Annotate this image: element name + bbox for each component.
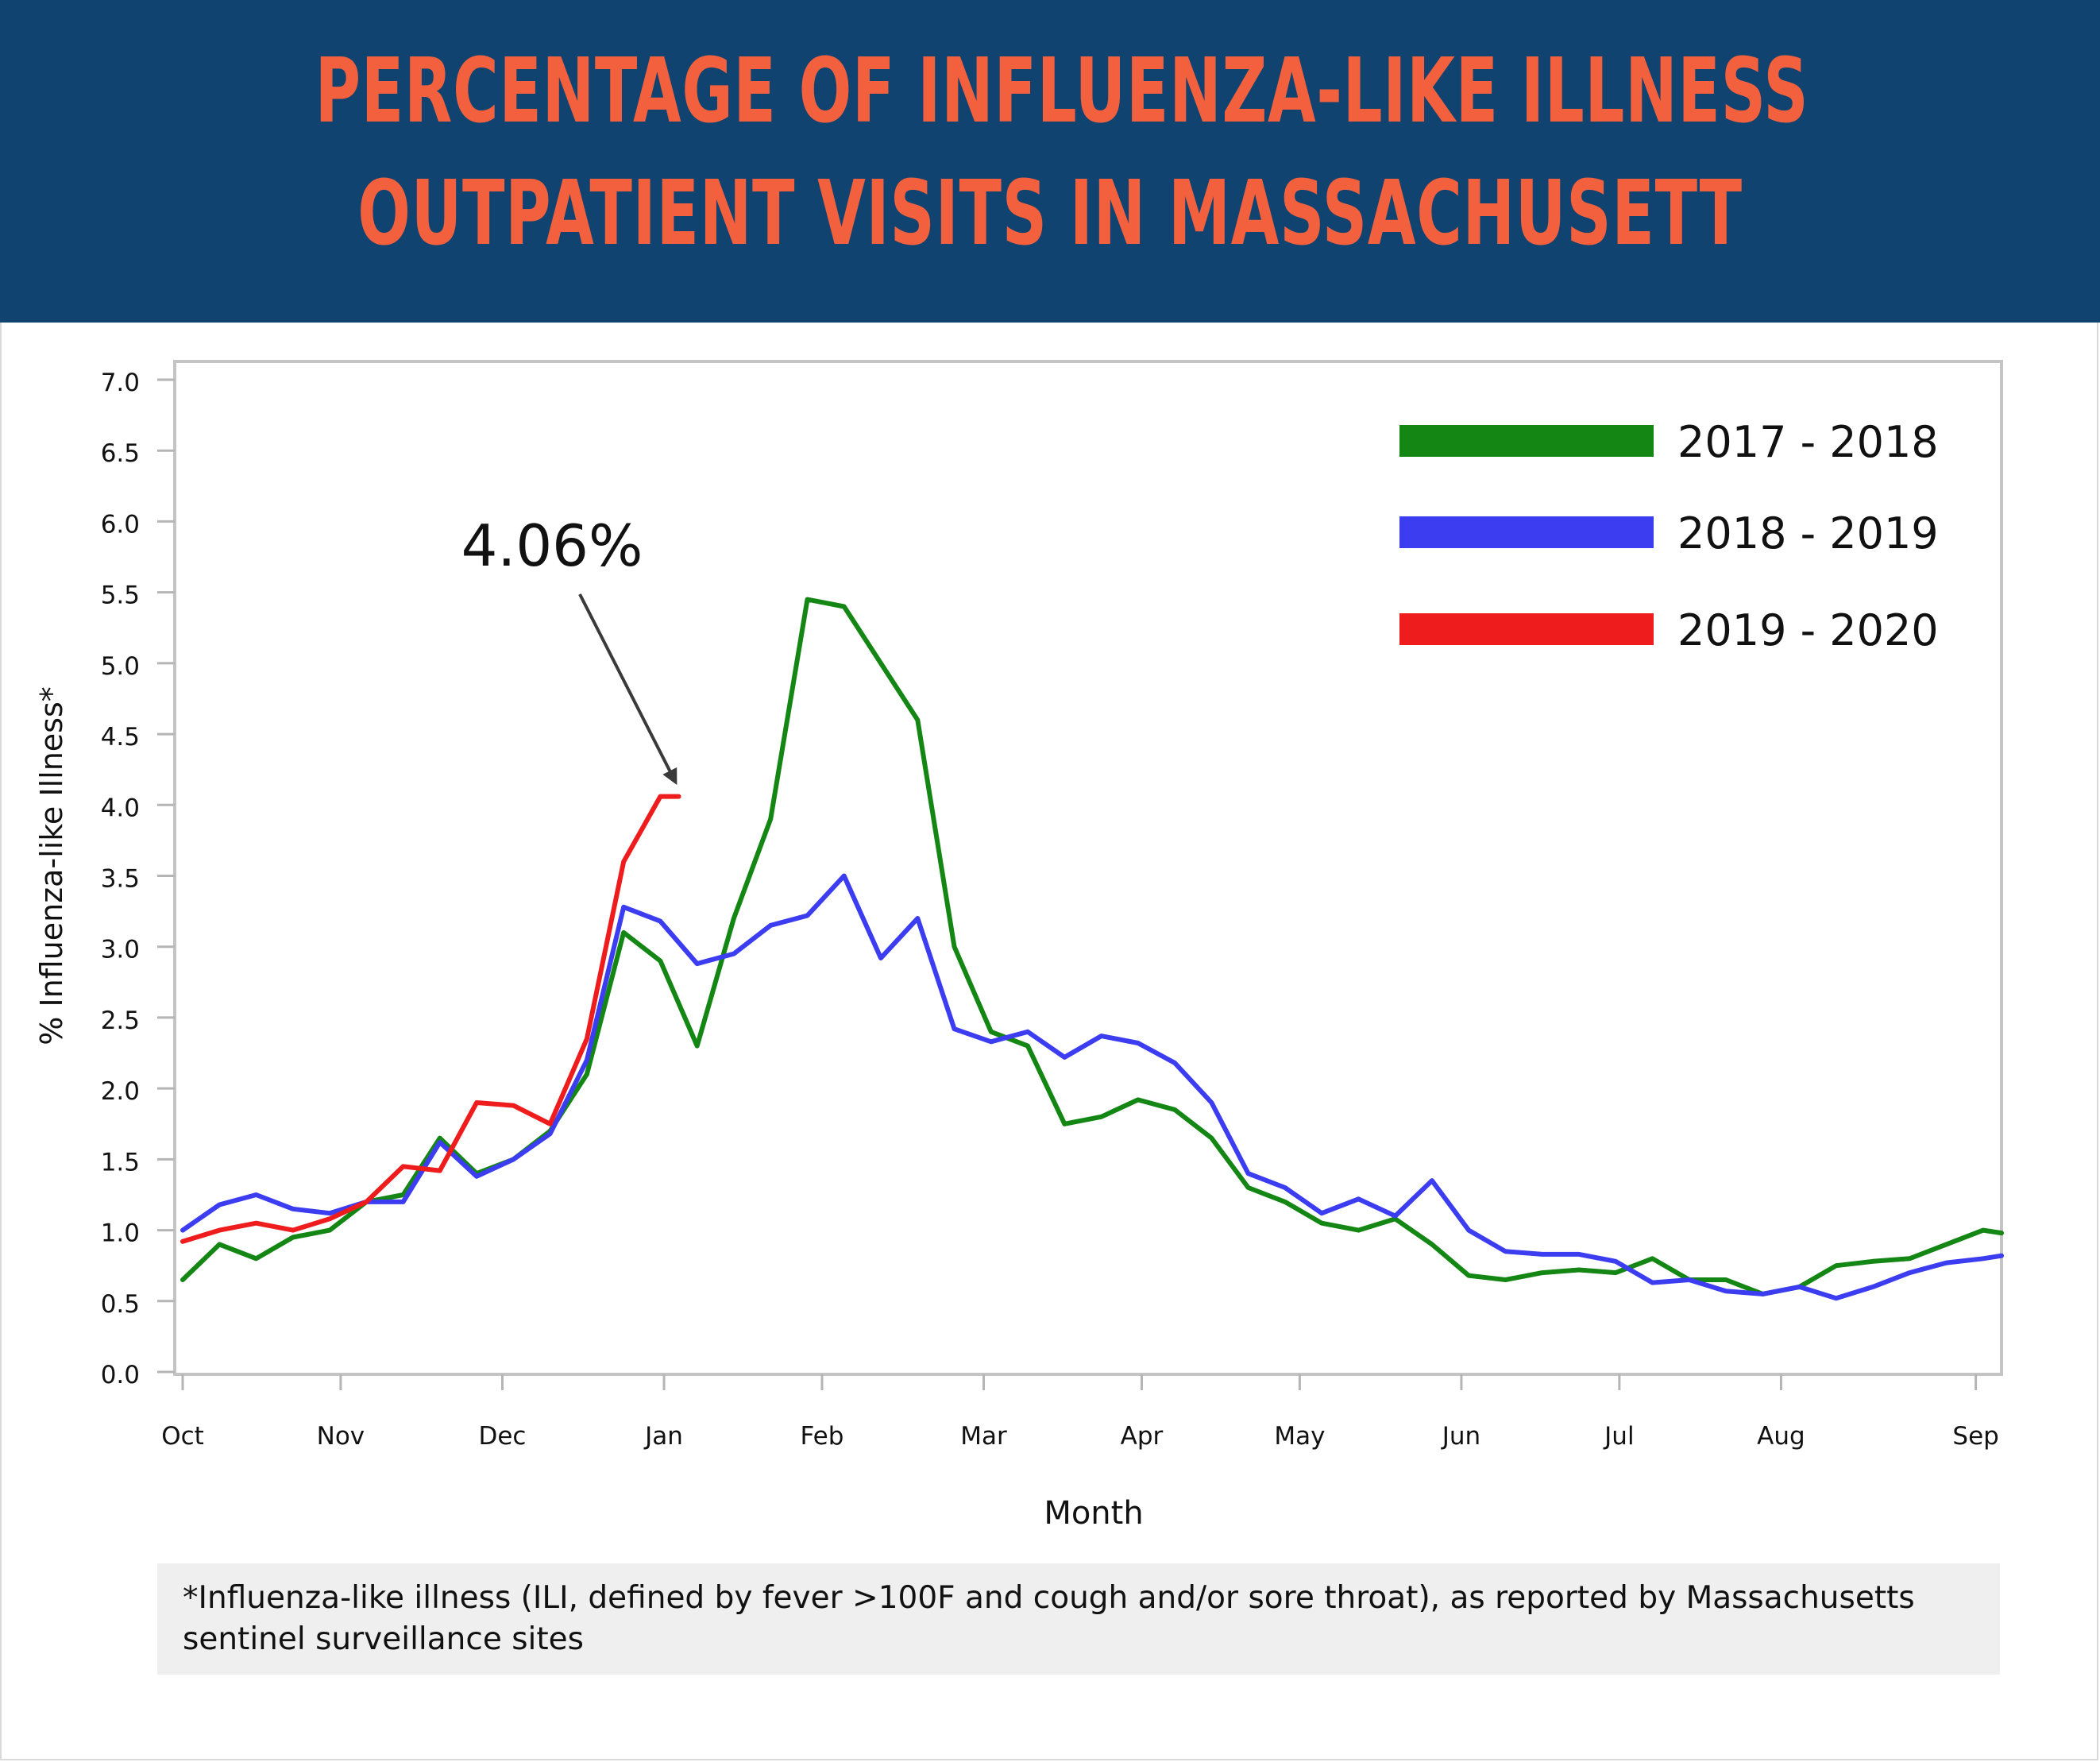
legend-swatch-2019-2020 [1399,613,1654,645]
y-tick-label-7-0: 7.0 [101,369,140,397]
x-tick-label-apr: Apr [1121,1422,1164,1451]
series-line-2019-2020 [180,794,681,1244]
y-tick-label-3-5: 3.5 [101,865,140,894]
x-tick-label-jun: Jun [1441,1422,1480,1451]
y-tick-label-4-5: 4.5 [101,723,140,752]
y-tick-label-3-0: 3.0 [101,936,140,964]
y-tick-label-0-5: 0.5 [101,1290,140,1319]
x-tick-label-oct: Oct [161,1422,204,1451]
y-tick-label-0-0: 0.0 [101,1361,140,1389]
legend-label-2018-2019: 2018 - 2019 [1677,508,1939,558]
legend-label-2019-2020: 2019 - 2020 [1677,605,1939,655]
legend-swatch-2017-2018 [1399,425,1654,457]
x-axis-title: Month [1044,1495,1143,1532]
footnote-line-2: sentinel surveillance sites [183,1621,584,1657]
annotation-arrow [578,593,677,786]
y-tick-label-5-5: 5.5 [101,582,140,610]
series-line-2018-2019 [180,873,2004,1301]
x-tick-label-nov: Nov [317,1422,365,1451]
x-tick-label-may: May [1274,1422,1325,1451]
legend-swatch-2018-2019 [1399,516,1654,548]
x-tick-label-sep: Sep [1952,1422,1998,1451]
y-tick-label-4-0: 4.0 [101,794,140,822]
y-tick-label-6-0: 6.0 [101,510,140,539]
x-tick-label-feb: Feb [801,1422,844,1451]
page-title-line-2: Outpatient Visits in Massachusett [357,162,1743,265]
x-tick-label-mar: Mar [960,1422,1007,1451]
plot-area [173,360,2003,1376]
x-tick-label-jul: Jul [1603,1422,1634,1451]
y-tick-label-6-5: 6.5 [101,439,140,468]
ili-line-chart: 0.0 0.5 1.0 1.5 2.0 2.5 3.0 3.5 4.0 4.5 5.0 5.5 6.0 6… [34,360,2004,1532]
chart-card [0,323,2098,1760]
y-tick-label-5-0: 5.0 [101,652,140,681]
footnote-line-1: *Influenza-like illness (ILI, defined by… [183,1580,1915,1616]
page-title-line-1: Percentage of Influenza-Like Illness [315,40,1809,143]
y-tick-label-2-5: 2.5 [101,1007,140,1035]
annotation-label: 4.06% [461,512,643,579]
y-tick-label-2-0: 2.0 [101,1077,140,1106]
title-banner: Percentage of Influenza-Like Illness Out… [0,0,2100,323]
x-tick-label-aug: Aug [1757,1422,1805,1451]
footnote: *Influenza-like illness (ILI, defined by… [157,1563,2000,1675]
legend-label-2017-2018: 2017 - 2018 [1677,417,1939,467]
y-tick-label-1-5: 1.5 [101,1148,140,1177]
y-tick-label-1-0: 1.0 [101,1219,140,1248]
x-tick-label-dec: Dec [478,1422,526,1451]
x-tick-label-jan: Jan [643,1422,683,1451]
y-axis-title: % Influenza-like Illness* [34,686,69,1045]
